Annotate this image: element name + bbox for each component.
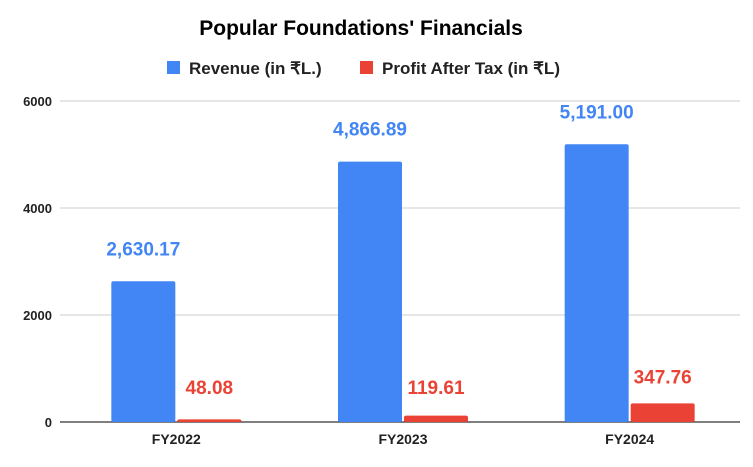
y-axis-ticks: 0 2000 4000 6000 <box>23 94 52 430</box>
data-label-FY2023-profit: 119.61 <box>407 378 464 399</box>
data-label-FY2022-profit: 48.08 <box>186 378 234 399</box>
legend: Revenue (in ₹L.) Profit After Tax (in ₹L) <box>167 59 560 78</box>
bar-FY2023-profit <box>404 415 468 422</box>
y-tick-label-2000: 2000 <box>23 308 52 323</box>
legend-label-1: Revenue (in ₹L.) <box>189 59 322 78</box>
bar-FY2022-profit <box>177 419 242 422</box>
legend-swatch-1 <box>167 61 180 74</box>
data-label-FY2024-revenue: 5,191.00 <box>560 102 634 123</box>
x-axis-labels: FY2022 FY2023 FY2024 <box>152 431 655 447</box>
x-tick-label-FY2023: FY2023 <box>378 431 427 447</box>
bars <box>111 144 695 422</box>
legend-swatch-2 <box>360 61 373 74</box>
legend-label-2: Profit After Tax (in ₹L) <box>382 59 560 78</box>
bar-FY2023-revenue <box>338 161 402 422</box>
bar-FY2024-revenue <box>564 144 629 422</box>
x-tick-label-FY2024: FY2024 <box>605 431 654 447</box>
data-label-FY2024-profit: 347.76 <box>634 367 692 388</box>
data-labels: 2,630.17 48.08 4,866.89 119.61 5,191.00 347.7… <box>106 102 691 399</box>
y-tick-label-0: 0 <box>45 415 52 430</box>
bar-FY2022-revenue <box>111 281 176 422</box>
data-label-FY2022-revenue: 2,630.17 <box>106 239 180 260</box>
bar-FY2024-profit <box>630 403 695 422</box>
x-tick-label-FY2022: FY2022 <box>152 431 201 447</box>
chart-title: Popular Foundations' Financials <box>199 17 523 40</box>
data-label-FY2023-revenue: 4,866.89 <box>333 120 407 141</box>
y-tick-label-4000: 4000 <box>23 201 52 216</box>
y-tick-label-6000: 6000 <box>23 94 52 109</box>
